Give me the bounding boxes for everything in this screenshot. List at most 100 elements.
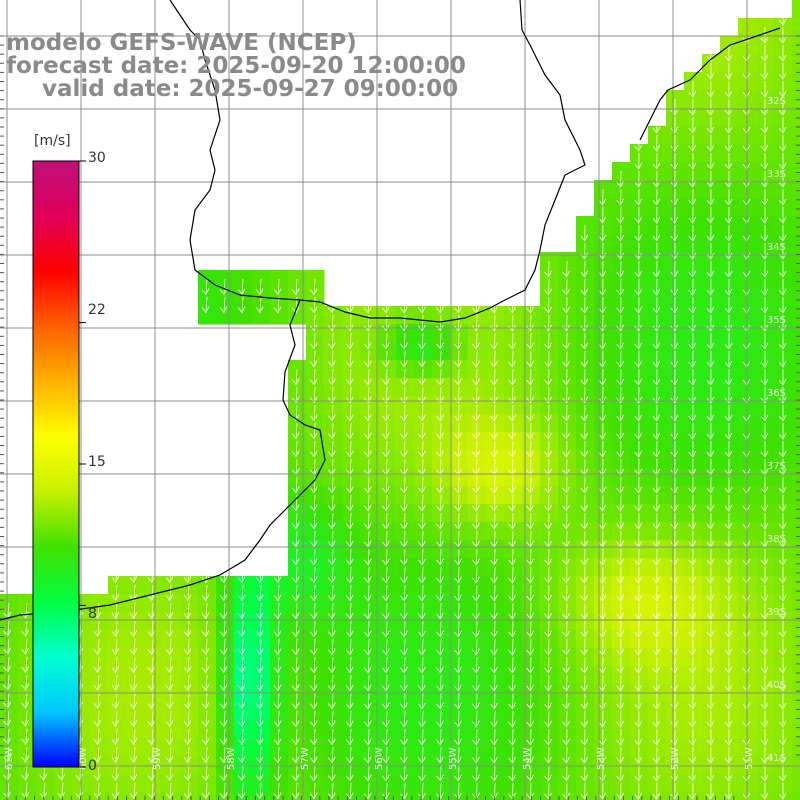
wind-arrow [724,206,733,224]
wind-arrow [436,494,444,512]
wind-arrow [327,584,336,602]
wind-arrow [201,602,210,620]
wind-arrow [706,188,715,206]
wind-arrow [724,296,733,314]
wind-arrow [688,638,697,656]
colorbar-unit: [m/s] [34,133,71,149]
lon-label: 59W [152,747,163,770]
wind-arrow [400,332,408,350]
wind-arrow [778,278,787,296]
wind-arrow [381,494,390,512]
wind-arrow [255,296,264,314]
wind-arrow [327,368,336,386]
wind-arrow [580,224,588,242]
wind-arrow [400,494,408,512]
wind-arrow [454,584,462,602]
wind-cell [648,792,667,800]
wind-arrow [706,692,715,710]
wind-arrow [724,638,733,656]
wind-arrow [436,710,444,728]
wind-arrow [454,404,462,422]
wind-arrow [237,296,246,314]
wind-arrow [706,206,715,224]
wind-arrow [418,422,426,440]
wind-cell [792,18,800,37]
wind-arrow [345,476,354,494]
wind-arrow [616,440,625,458]
wind-arrow [706,746,715,764]
wind-arrow [291,602,300,620]
wind-arrow [562,368,570,386]
wind-arrow [670,638,679,656]
wind-arrow [652,638,661,656]
wind-arrow [706,80,715,98]
wind-arrow [309,404,318,422]
wind-arrow [418,566,426,584]
wind-arrow [616,656,625,674]
wind-arrow [490,494,498,512]
wind-arrow [436,476,444,494]
wind-arrow [472,746,480,764]
wind-arrow [490,386,498,404]
wind-arrow [688,134,697,152]
wind-arrow [562,494,570,512]
wind-arrow [652,188,661,206]
wind-arrow [580,584,588,602]
wind-arrow [93,602,102,619]
wind-arrow [634,674,643,692]
wind-cell [792,360,800,379]
wind-arrow [544,260,552,278]
wind-arrow [670,152,679,170]
wind-arrow [688,152,697,170]
wind-arrow [93,638,102,655]
wind-arrow [598,458,607,476]
wind-arrow [562,350,570,368]
wind-arrow [508,494,516,512]
wind-arrow [706,152,715,170]
wind-arrow [616,332,625,350]
wind-arrow [237,602,246,620]
wind-arrow [634,656,643,674]
wind-arrow [526,566,534,584]
wind-arrow [544,278,552,296]
wind-arrow [273,638,282,656]
wind-arrow [562,296,570,314]
wind-arrow [652,476,661,494]
wind-arrow [165,746,174,764]
wind-cell [792,630,800,649]
wind-arrow [562,728,570,746]
colorbar-label-15: 15 [88,454,106,470]
wind-arrow [670,494,679,512]
wind-arrow [454,494,462,512]
wind-arrow [724,440,733,458]
wind-cell [450,792,469,800]
wind-arrow [381,368,390,386]
wind-arrow [562,674,570,692]
wind-arrow [255,602,264,620]
wind-arrow [183,692,192,710]
wind-arrow [652,566,661,584]
wind-arrow [598,224,607,242]
wind-arrow [652,170,661,188]
wind-arrow [345,620,354,638]
wind-arrow [309,422,318,440]
wind-arrow [93,710,102,727]
wind-arrow [219,638,228,656]
wind-arrow [526,674,534,692]
wind-arrow [21,746,30,763]
wind-arrow [760,440,769,458]
wind-arrow [436,602,444,620]
wind-arrow [526,350,534,368]
wind-cell [540,792,559,800]
wind-arrow [490,638,498,656]
wind-arrow [363,620,372,638]
wind-arrow [688,170,697,188]
wind-arrow [490,728,498,746]
wind-arrow [309,710,318,728]
wind-arrow [381,386,390,404]
wind-arrow [562,404,570,422]
wind-cell [792,306,800,325]
wind-arrow [634,350,643,368]
wind-arrow [327,710,336,728]
wind-arrow [345,332,354,350]
